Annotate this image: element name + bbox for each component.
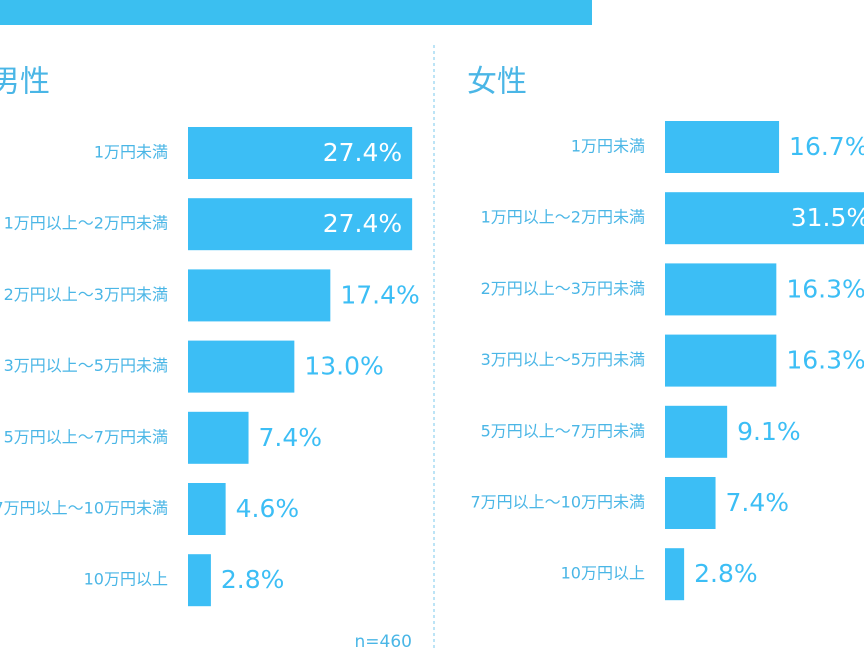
bar (665, 263, 777, 316)
bar (665, 121, 780, 173)
bar (665, 192, 864, 245)
bar (188, 269, 331, 322)
bar (188, 340, 295, 393)
bar (188, 483, 226, 535)
value-label: 27.4% (323, 138, 402, 167)
category-label: 3万円以上～5万円未満 (4, 356, 168, 375)
value-label: 4.6% (236, 494, 300, 523)
category-label: 1万円以上～2万円未満 (481, 208, 645, 227)
sample-size: n=460 (355, 632, 412, 648)
bar (188, 198, 413, 251)
bar (665, 548, 685, 601)
category-label: 1万円未満 (94, 143, 168, 162)
category-label: 5万円以上～7万円未満 (481, 421, 645, 440)
bar (188, 127, 413, 179)
category-label: 7万円以上～10万円未満 (470, 493, 645, 512)
category-label: 7万円以上～10万円未満 (0, 499, 168, 518)
value-label: 2.8% (694, 559, 758, 588)
category-label: 1万円未満 (571, 137, 645, 156)
value-label: 27.4% (323, 209, 402, 238)
bar (665, 477, 716, 529)
category-label: 2万円以上～3万円未満 (4, 285, 168, 304)
category-label: 10万円以上 (84, 570, 168, 589)
bar (188, 554, 211, 607)
category-label: 1万円以上～2万円未満 (4, 214, 168, 233)
bar (665, 334, 777, 387)
value-label: 2.8% (221, 565, 285, 594)
category-label: 3万円以上～5万円未満 (481, 350, 645, 369)
value-label: 16.3% (786, 346, 864, 375)
chart-title: 女性 (467, 65, 527, 100)
bar (665, 405, 728, 458)
value-label: 7.4% (726, 488, 790, 517)
category-label: 5万円以上～7万円未満 (4, 427, 168, 446)
value-label: 13.0% (304, 352, 383, 381)
value-label: 9.1% (737, 417, 801, 446)
value-label: 16.7% (789, 132, 864, 161)
value-label: 7.4% (259, 423, 323, 452)
value-label: 31.5% (791, 203, 864, 232)
title-banner (0, 0, 592, 25)
category-label: 2万円以上～3万円未満 (481, 279, 645, 298)
category-label: 10万円以上 (561, 564, 645, 583)
value-label: 16.3% (786, 274, 864, 303)
chart-title: 男性 (0, 65, 50, 100)
value-label: 17.4% (340, 280, 419, 309)
bar (188, 411, 249, 464)
